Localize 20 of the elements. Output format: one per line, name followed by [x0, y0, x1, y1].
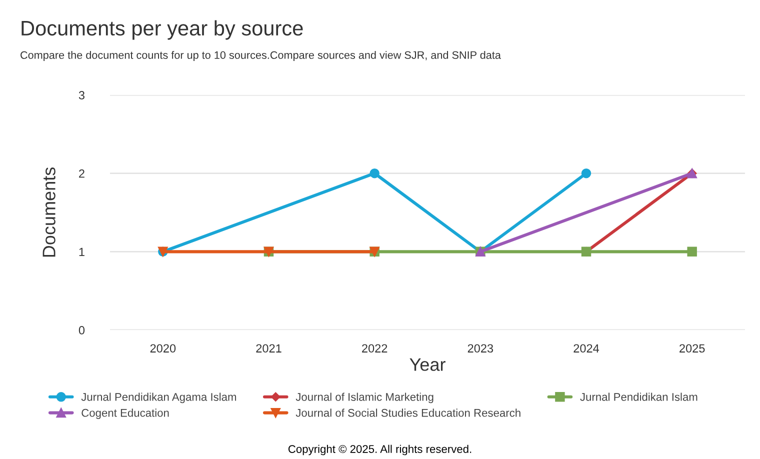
x-tick-label: 2025: [680, 344, 705, 353]
y-tick-label: 1: [79, 248, 84, 256]
y-tick-label: 2: [79, 169, 84, 178]
legend-label: Journal of Islamic Marketing: [296, 392, 434, 404]
y-axis-title: Documents: [42, 167, 56, 257]
text: Copyright © 2025. All rights reserved.: [288, 444, 472, 456]
chart-subtitle: Compare the document counts for up to 10 sources.Compare sources and view SJR, and SNIP data: [20, 50, 501, 62]
x-tick-label: 2022: [362, 344, 388, 353]
legend-label: Journal of Social Studies Education Research: [296, 408, 520, 417]
x-axis-title: Year: [410, 358, 446, 371]
legend-label: Jurnal Pendidikan Agama Islam: [81, 392, 236, 404]
x-tick-label: 2020: [150, 344, 176, 353]
x-tick-label: 2024: [574, 344, 600, 353]
legend-label: Cogent Education: [82, 408, 169, 419]
x-tick-label: 2021: [256, 344, 282, 353]
x-tick-label: 2023: [468, 344, 494, 353]
chart-title: Documents per year by source: [22, 20, 303, 40]
legend-label: Jurnal Pendidikan Islam: [580, 392, 698, 401]
y-tick-label: 0: [78, 326, 85, 334]
y-tick-label: 3: [78, 91, 84, 100]
